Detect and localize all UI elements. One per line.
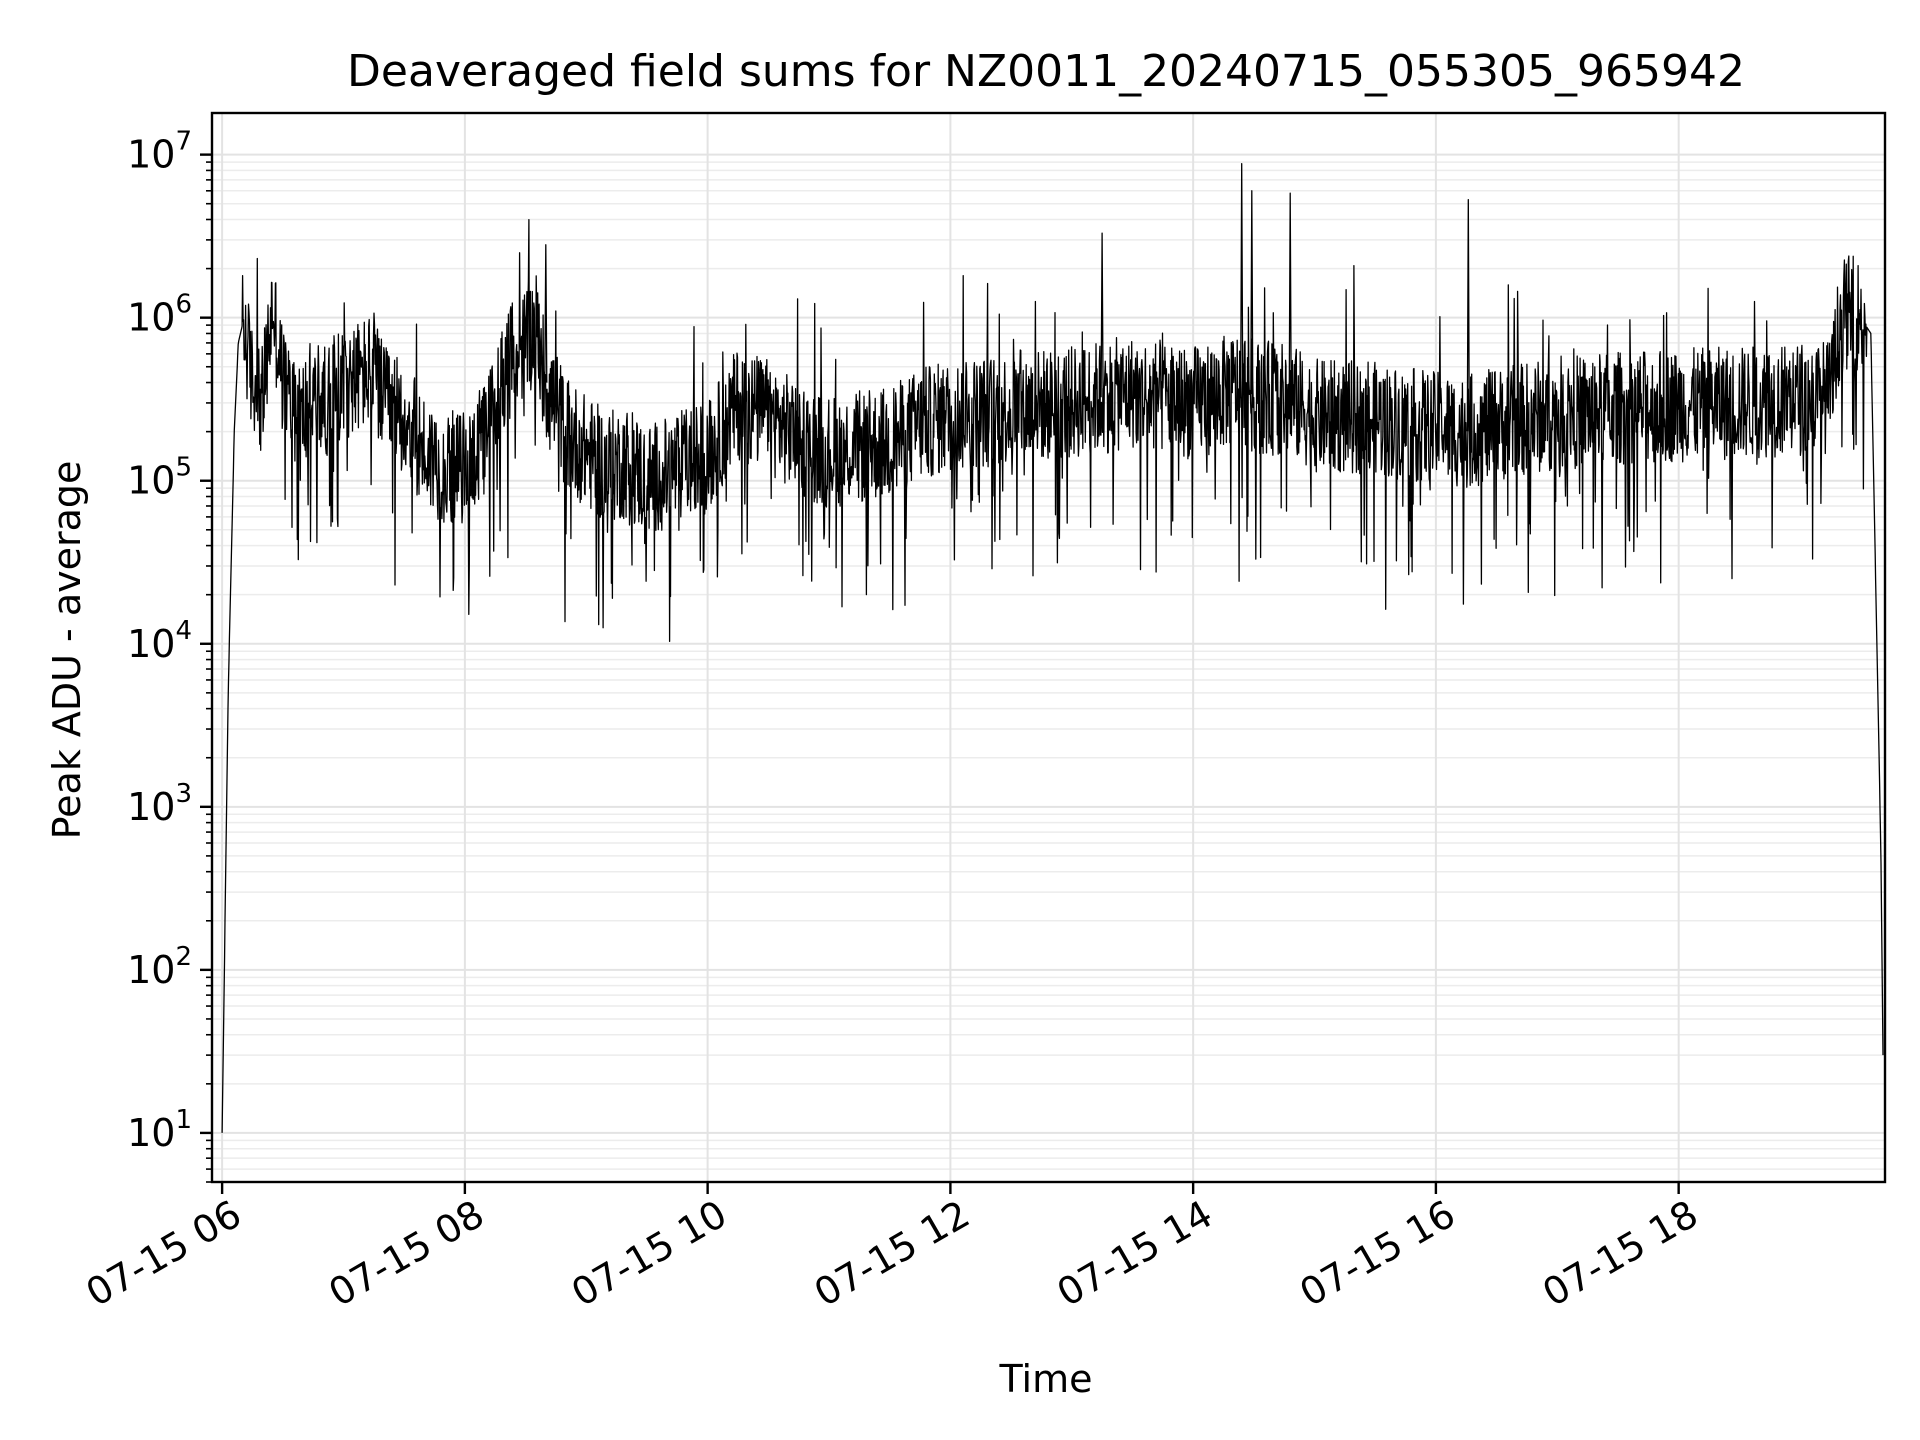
y-tick-label: 101	[127, 1105, 192, 1155]
x-tick-label: 07-15 18	[1535, 1192, 1705, 1316]
plot-area-frame	[210, 111, 1887, 1184]
chart-title: Deaveraged field sums for NZ0011_2024071…	[347, 46, 1745, 97]
x-tick-label: 07-15 14	[1050, 1192, 1220, 1316]
series-layer	[221, 163, 1884, 1133]
grid	[212, 113, 1885, 1183]
x-tick-label: 07-15 16	[1292, 1192, 1462, 1316]
x-tick-label: 07-15 10	[564, 1192, 734, 1316]
y-tick-label: 106	[127, 290, 192, 340]
y-axis: 101 102 103 104 105 106 107	[127, 127, 212, 1183]
y-tick-label: 104	[127, 616, 192, 666]
x-tick-label: 07-15 06	[79, 1192, 249, 1316]
y-tick-label: 103	[127, 779, 192, 829]
y-axis-label: Peak ADU - average	[45, 461, 89, 840]
x-axis-label: Time	[999, 1357, 1093, 1401]
y-tick-label: 102	[127, 942, 192, 992]
y-tick-label: 107	[127, 127, 192, 177]
x-axis: 07-15 06 07-15 08 07-15 10 07-15 12 07-15 14…	[79, 1182, 1705, 1316]
y-tick-label: 105	[127, 453, 192, 503]
series-line	[221, 163, 1884, 1133]
x-tick-label: 07-15 12	[807, 1192, 977, 1316]
x-tick-label: 07-15 08	[321, 1192, 491, 1316]
